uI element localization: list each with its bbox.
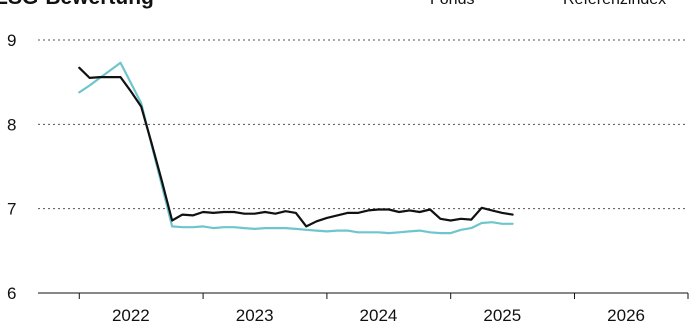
x-axis-labels: 2022 2023 2024 2025 2026	[112, 306, 645, 324]
y-tick-label: 6	[7, 284, 16, 303]
y-tick-label: 9	[7, 31, 16, 50]
series-line-fonds	[78, 66, 514, 228]
chart-title: ESG-Bewertung	[0, 0, 154, 9]
legend-label-referenzindex: Referenzindex	[563, 0, 666, 8]
legend: Fonds Referenzindex	[430, 0, 666, 8]
x-tick-label: 2026	[607, 306, 645, 324]
series-line-referenzindex	[78, 61, 514, 235]
grid	[38, 39, 688, 210]
x-axis	[38, 292, 689, 299]
series	[78, 61, 514, 235]
x-tick-label: 2025	[483, 306, 521, 324]
y-axis: 6 7 8 9	[7, 31, 16, 303]
x-tick-label: 2024	[360, 306, 398, 324]
y-tick-label: 8	[7, 115, 16, 134]
legend-label-fonds: Fonds	[430, 0, 474, 8]
x-tick-label: 2022	[112, 306, 150, 324]
x-tick-label: 2023	[236, 306, 274, 324]
y-tick-label: 7	[7, 200, 16, 219]
